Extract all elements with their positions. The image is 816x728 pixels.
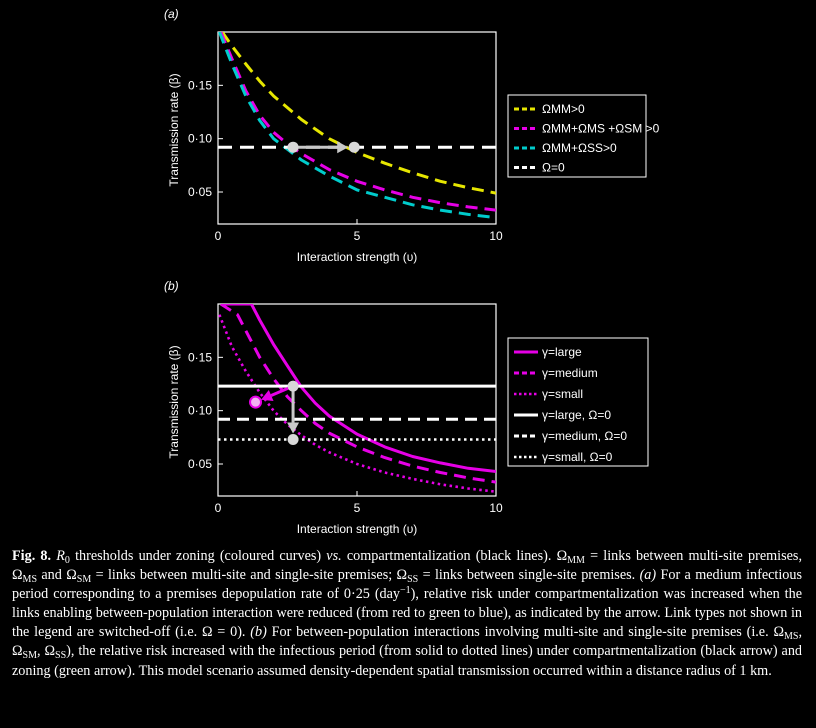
caption-sub: MS	[784, 631, 799, 643]
legend-label: γ=medium	[542, 366, 598, 380]
series-group	[218, 304, 496, 493]
series-line-2	[219, 32, 496, 212]
legend-label: γ=large	[542, 345, 582, 359]
figure-caption: Fig. 8. R0 thresholds under zoning (colo…	[12, 547, 802, 681]
series-line-2	[219, 304, 496, 484]
caption-text: = links between multi-site and single-si…	[91, 567, 408, 584]
series-line-3	[218, 32, 496, 220]
y-axis-label: Transmission rate (β)	[167, 73, 181, 186]
chart-panel-a: (a) 0·05 0·10 0·15 0 5 10 Interaction strength …	[164, 7, 660, 264]
caption-text: ), the relative risk increased with the …	[12, 643, 803, 679]
x-tick-label: 0	[215, 501, 222, 515]
caption-sub: MS	[22, 574, 37, 586]
caption-text: = links between multi-site premises, Ω	[12, 548, 802, 584]
caption-text: For a medium infectious period correspon…	[12, 567, 803, 603]
y-tick-label: 0·05	[188, 457, 212, 471]
caption-text: and Ω	[37, 567, 77, 584]
annotation-point	[287, 141, 299, 153]
legend-label: Ω=0	[542, 161, 565, 175]
legend-label: γ=small	[542, 387, 583, 401]
y-tick-label: 0·10	[188, 132, 212, 146]
annotation-point	[287, 433, 299, 445]
panel-label: (a)	[164, 7, 179, 21]
x-tick-label: 5	[354, 229, 361, 243]
annotation-point	[249, 395, 263, 409]
y-axis-label: Transmission rate (β)	[167, 345, 181, 458]
caption-sup: −1	[400, 585, 411, 597]
legend-label: γ=medium, Ω=0	[542, 429, 627, 443]
caption-panel-a: (a)	[639, 567, 657, 584]
caption-sub: SM	[22, 650, 37, 662]
caption-text: For between-population interactions invo…	[266, 624, 784, 641]
legend-label: ΩMM+ΩSS>0	[542, 141, 617, 155]
y-tick-label: 0·05	[188, 185, 212, 199]
series-group	[218, 32, 496, 220]
caption-vs: vs.	[326, 548, 342, 564]
annotation-arrow-head	[337, 141, 349, 154]
legend-label: ΩMM+ΩMS +ΩSM >0	[542, 122, 660, 136]
caption-sub: SS	[407, 574, 419, 586]
plot-frame	[217, 31, 497, 225]
y-tick-label: 0·15	[188, 350, 212, 364]
annotation-arrow-head	[287, 422, 300, 434]
panel-label: (b)	[164, 279, 179, 293]
x-axis-label: Interaction strength (υ)	[297, 522, 418, 536]
caption-r0: R	[56, 548, 65, 564]
caption-panel-b: (b)	[250, 624, 267, 641]
annotation-point	[348, 141, 360, 153]
legend-label: γ=small, Ω=0	[542, 450, 613, 464]
legend-box	[507, 337, 649, 467]
caption-text: ), relative risk under compartmentalizat…	[12, 586, 802, 641]
annotation-point	[287, 380, 299, 392]
series-line-1	[220, 32, 496, 195]
caption-sub: SS	[55, 650, 67, 662]
figure: (a) 0·05 0·10 0·15 0 5 10 Interaction strength …	[164, 7, 660, 536]
x-tick-label: 0	[215, 229, 222, 243]
legend-label: ΩMM>0	[542, 102, 585, 116]
caption-r0-sub: 0	[64, 555, 70, 566]
caption-sub: MM	[567, 555, 585, 566]
caption-text: compartmentalization (black lines). Ω	[341, 548, 568, 564]
caption-label: Fig. 8.	[12, 548, 52, 564]
caption-text: , Ω	[12, 624, 802, 660]
caption-sub: SM	[76, 574, 92, 586]
x-axis-label: Interaction strength (υ)	[297, 250, 418, 264]
y-tick-label: 0·15	[188, 78, 212, 92]
series-line-1	[220, 304, 496, 473]
chart-panel-b: (b) 0·05 0·10 0·15 0 5 10 Interaction strength …	[164, 279, 649, 536]
legend-label: γ=large, Ω=0	[542, 408, 611, 422]
caption-text: = links between single-site premises.	[418, 567, 640, 584]
caption-text: , Ω	[37, 643, 56, 660]
caption-text: thresholds under zoning (coloured curves…	[69, 548, 327, 564]
x-tick-label: 10	[489, 501, 503, 515]
annotation-arrow-head	[261, 389, 274, 401]
x-tick-label: 10	[489, 229, 503, 243]
y-tick-label: 0·10	[188, 404, 212, 418]
x-tick-label: 5	[354, 501, 361, 515]
